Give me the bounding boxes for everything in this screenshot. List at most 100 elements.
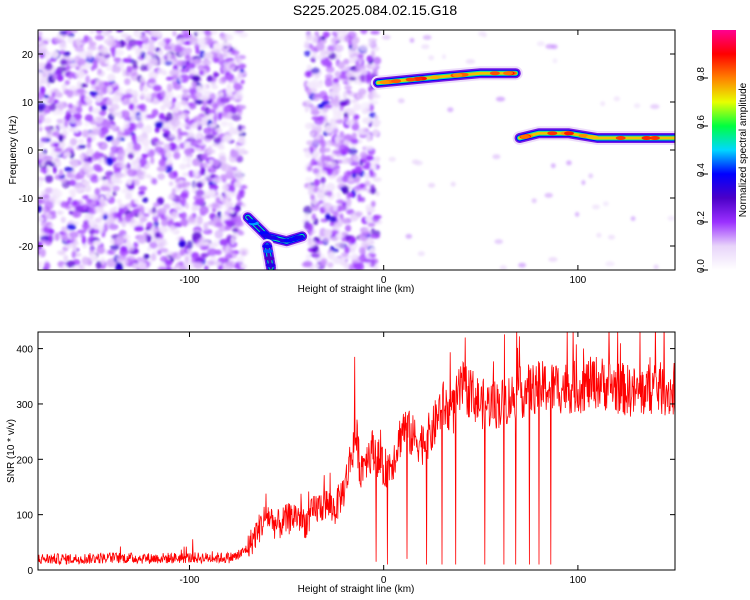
spectrogram-noise-blob	[306, 253, 311, 260]
spectrogram-noise-blob	[88, 105, 93, 113]
spectrogram-noise-blob	[211, 142, 222, 147]
spectrogram-noise-blob	[368, 247, 376, 253]
spectrogram-noise-blob	[239, 184, 248, 190]
spectrogram-noise-blob	[312, 150, 320, 157]
spectrogram-noise-blob	[38, 249, 41, 256]
spectrogram-noise-blob	[163, 61, 173, 66]
spectrogram-noise-blob	[156, 237, 167, 245]
spectrogram-noise-blob	[38, 105, 45, 113]
spectrogram-noise-blob	[136, 31, 141, 39]
spectrogram-noise-blob	[482, 32, 487, 38]
spectrogram-noise-blob	[428, 182, 436, 188]
spectrogram-noise-blob	[303, 205, 313, 215]
spectrogram-noise-blob	[121, 219, 127, 228]
spectrogram-noise-blob	[122, 234, 131, 240]
spectrogram-noise-blob	[49, 152, 57, 157]
spectrogram-noise-blob	[581, 180, 586, 186]
spectrogram-noise-blob	[40, 222, 51, 227]
spectrogram-noise-blob	[360, 226, 370, 233]
spectrogram-noise-blob	[304, 40, 310, 50]
spectrogram-noise-blob	[215, 197, 221, 204]
spectrogram-noise-blob	[316, 191, 325, 200]
spectrogram-noise-blob	[69, 117, 76, 124]
spectrogram-hotspot	[589, 135, 600, 140]
spectrogram-noise-blob	[307, 87, 318, 94]
spectrogram-noise-blob	[213, 137, 222, 145]
spectrogram-noise-blob	[158, 112, 165, 122]
spectrogram-noise-blob	[147, 229, 154, 236]
spectrogram-noise-blob	[178, 212, 183, 218]
spectrogram-noise-blob	[317, 103, 326, 109]
spectrogram-noise-blob	[123, 120, 130, 130]
spectrogram-noise-blob	[183, 32, 189, 40]
spectrogram-noise-blob	[96, 246, 106, 255]
spectrogram-noise-blob	[188, 36, 198, 42]
spectrogram-noise-blob	[66, 239, 72, 244]
spectrogram-noise-blob	[348, 177, 355, 183]
spectrogram-noise-blob	[204, 265, 209, 270]
spectrogram-noise-blob	[173, 171, 178, 178]
snr-x-tick-label: 100	[570, 575, 587, 586]
spectrogram-noise-blob	[201, 59, 212, 67]
spectrogram-noise-blob	[99, 46, 109, 56]
spectrogram-noise-blob	[367, 40, 376, 47]
spectrogram-noise-blob	[178, 265, 187, 270]
spectrogram-noise-blob	[120, 245, 128, 253]
spectrogram-noise-blob	[101, 119, 112, 129]
spectrogram-noise-blob	[367, 222, 376, 228]
spectrogram-noise-blob	[55, 110, 65, 116]
spectrogram-noise-blob	[187, 102, 195, 107]
spectrogram-noise-blob	[169, 42, 175, 52]
spectrogram-noise-blob	[360, 196, 366, 203]
spectrogram-noise-blob	[53, 37, 62, 43]
spectrogram-noise-blob	[168, 91, 174, 99]
spectrogram-noise-blob	[211, 201, 222, 210]
spectrogram-noise-blob	[220, 174, 231, 179]
spectrogram-noise-blob	[137, 262, 147, 270]
spectrogram-noise-blob	[241, 203, 246, 208]
spectrogram-noise-blob	[368, 91, 374, 101]
colorbar-label: Normalized spectral amplitude	[738, 82, 749, 217]
spectrogram-noise-blob	[309, 143, 318, 152]
spectrogram-noise-blob	[182, 155, 187, 163]
spectrogram-noise-blob	[49, 103, 57, 112]
spectrogram-noise-blob	[164, 251, 174, 256]
spectrogram-noise-blob	[237, 230, 245, 236]
spectrogram-noise-blob	[172, 211, 178, 218]
spectrogram-noise-blob	[78, 144, 86, 149]
spectrogram-noise-blob	[217, 112, 222, 121]
spectrogram-noise-blob	[320, 153, 326, 163]
spectrogram-noise-blob	[358, 57, 363, 65]
spectrogram-noise-blob	[552, 58, 558, 64]
snr-y-axis: 0 100 200 300 400	[16, 345, 675, 577]
spectrogram-noise-blob	[307, 223, 313, 232]
spectrogram-noise-blob	[365, 145, 374, 151]
spectrogram-noise-blob	[234, 30, 245, 33]
spectrogram-noise-blob	[155, 141, 164, 146]
spectrogram-noise-blob	[95, 164, 102, 173]
spectrogram-noise-blob	[314, 263, 320, 268]
spectrogram-noise-blob	[305, 176, 313, 182]
spectrogram-noise-blob	[126, 179, 131, 185]
spectrogram-noise-blob	[52, 159, 62, 168]
spectrogram-noise-blob	[566, 160, 572, 166]
spectrogram-noise-blob	[338, 144, 348, 154]
spectrogram-noise-blob	[324, 50, 332, 55]
figure-title: S225.2025.084.02.15.G18	[292, 2, 458, 18]
spectrogram-noise-blob	[307, 239, 317, 248]
spectrogram-noise-blob	[139, 157, 148, 166]
spectrogram-noise-blob	[310, 205, 320, 211]
spectrogram-noise-blob	[63, 120, 69, 128]
spectrogram-noise-blob	[200, 43, 209, 49]
spectrogram-noise-blob	[137, 234, 147, 244]
spectrogram-noise-blob	[114, 172, 124, 179]
spectrogram-noise-blob	[234, 181, 242, 188]
spectrogram-noise-blob	[184, 256, 190, 265]
spectrogram-noise-blob	[98, 220, 104, 227]
spectrogram-noise-blob	[184, 47, 193, 55]
spectrogram-noise-blob	[106, 156, 114, 166]
spectrogram-noise-blob	[111, 111, 121, 117]
spectrogram-noise-blob	[311, 213, 317, 220]
spectrogram-noise-blob	[239, 105, 247, 110]
spectrogram-noise-blob	[237, 135, 246, 144]
